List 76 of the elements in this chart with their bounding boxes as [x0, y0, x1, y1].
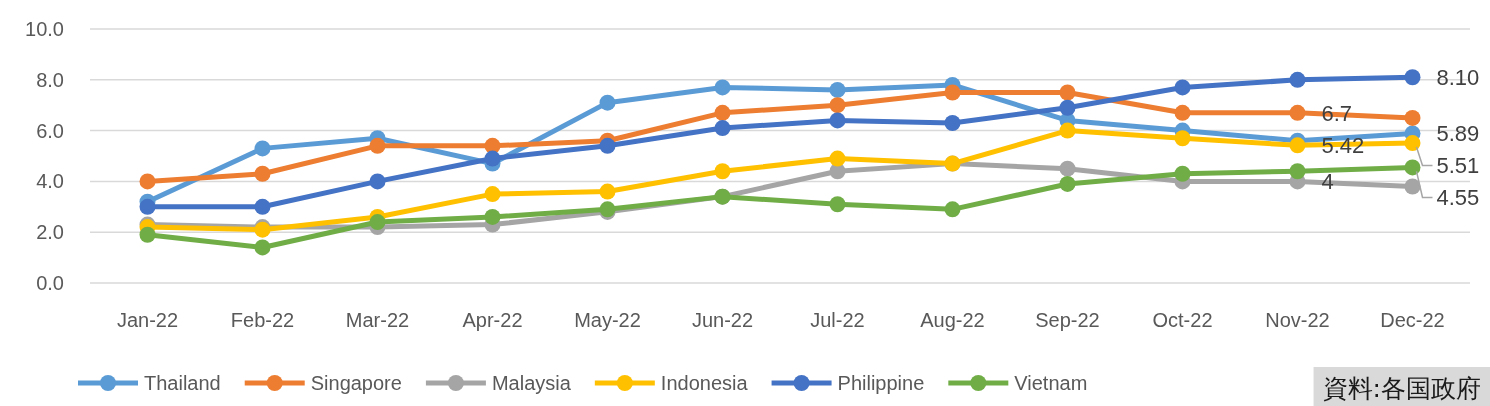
- data-label: 8.10: [1436, 65, 1480, 91]
- point: [829, 112, 846, 129]
- x-tick-label: Dec-22: [1380, 309, 1445, 331]
- data-label: 5.89: [1436, 121, 1480, 147]
- point: [599, 137, 616, 154]
- point: [139, 198, 156, 215]
- point: [484, 186, 501, 203]
- point: [714, 104, 731, 121]
- y-tick-label: 8.0: [36, 68, 64, 91]
- x-tick-label: Jan-22: [116, 309, 179, 331]
- x-tick-label: Aug-22: [920, 309, 985, 331]
- point: [1289, 137, 1306, 154]
- x-tick-label: Jul-22: [810, 309, 865, 331]
- point: [829, 97, 846, 114]
- point: [254, 140, 271, 157]
- point: [1404, 178, 1421, 195]
- point: [1289, 163, 1306, 180]
- point: [1289, 104, 1306, 121]
- point: [369, 214, 386, 231]
- point: [1404, 109, 1421, 126]
- legend-label: Singapore: [310, 372, 402, 394]
- point: [1174, 165, 1191, 182]
- data-label: 4.55: [1436, 185, 1480, 211]
- point: [1059, 160, 1076, 177]
- x-tick-label: Mar-22: [345, 309, 410, 331]
- x-tick-label: Feb-22: [230, 309, 295, 331]
- point: [254, 239, 271, 256]
- point: [1174, 130, 1191, 147]
- legend-label: Vietnam: [1014, 372, 1088, 394]
- legend-label: Malaysia: [491, 372, 572, 394]
- point: [1059, 84, 1076, 101]
- point: [484, 150, 501, 167]
- point: [369, 173, 386, 190]
- point: [829, 196, 846, 213]
- point: [944, 114, 961, 131]
- y-tick-label: 2.0: [36, 221, 64, 244]
- point: [714, 163, 731, 180]
- x-tick-label: Jun-22: [691, 309, 754, 331]
- legend-label: Thailand: [144, 372, 221, 394]
- point: [1059, 99, 1076, 116]
- point: [944, 201, 961, 218]
- point: [1289, 71, 1306, 88]
- point: [1059, 175, 1076, 192]
- point: [1174, 104, 1191, 121]
- y-tick-label: 0.0: [36, 272, 64, 294]
- x-tick-label: Oct-22: [1152, 309, 1213, 331]
- point: [1404, 159, 1421, 176]
- point: [714, 79, 731, 96]
- point: [829, 81, 846, 98]
- point: [599, 94, 616, 111]
- point: [1404, 135, 1421, 152]
- point: [599, 183, 616, 200]
- point: [1174, 79, 1191, 96]
- point: [714, 120, 731, 137]
- x-tick-label: May-22: [574, 309, 641, 331]
- y-tick-label: 6.0: [36, 119, 64, 142]
- x-tick-label: Nov-22: [1265, 309, 1330, 331]
- point: [1059, 122, 1076, 139]
- x-tick-label: Apr-22: [462, 309, 523, 331]
- point: [944, 84, 961, 101]
- data-label: 4: [1321, 169, 1334, 195]
- annotation: 資料:各国政府: [1313, 367, 1490, 406]
- y-tick-label: 10.0: [25, 18, 64, 40]
- point: [484, 208, 501, 225]
- legend-label: Philippine: [837, 372, 925, 394]
- point: [139, 226, 156, 243]
- point: [254, 198, 271, 215]
- point: [1404, 69, 1421, 86]
- point: [254, 165, 271, 182]
- legend-label: Indonesia: [660, 372, 749, 394]
- point: [369, 137, 386, 154]
- data-label: 5.51: [1436, 153, 1480, 179]
- x-tick-label: Sep-22: [1035, 309, 1100, 331]
- point: [829, 150, 846, 167]
- point: [139, 173, 156, 190]
- y-tick-label: 4.0: [36, 170, 64, 193]
